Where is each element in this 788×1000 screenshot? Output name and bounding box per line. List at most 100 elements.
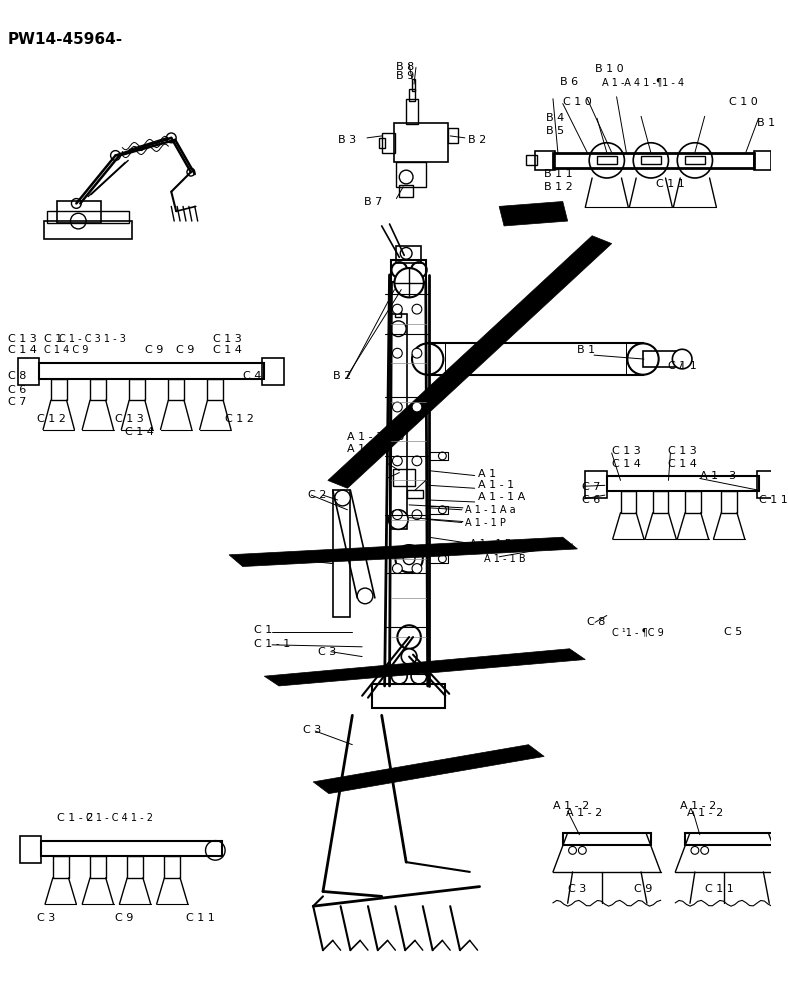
Bar	[685, 833, 773, 845]
Text: B 1 1: B 1 1	[545, 169, 573, 179]
Circle shape	[672, 349, 692, 369]
Bar	[597, 156, 616, 164]
Bar	[392, 260, 426, 282]
Circle shape	[627, 343, 659, 375]
Bar	[396, 246, 421, 263]
Bar	[429, 555, 448, 563]
Circle shape	[412, 348, 422, 358]
Text: C 1 3: C 1 3	[611, 446, 641, 456]
Text: C 1 2: C 1 2	[37, 414, 66, 424]
Bar	[406, 99, 418, 124]
Bar	[607, 476, 759, 491]
Bar	[429, 452, 448, 460]
Circle shape	[392, 564, 402, 573]
Circle shape	[392, 402, 402, 412]
Text: C 1: C 1	[44, 334, 62, 344]
Bar	[262, 358, 284, 385]
Text: C 1 - C 3 1 - 3: C 1 - C 3 1 - 3	[59, 334, 125, 344]
Text: C 1 - 1: C 1 - 1	[255, 639, 291, 649]
Text: C 1 3: C 1 3	[668, 446, 697, 456]
Bar	[389, 314, 407, 529]
Bar	[585, 471, 607, 498]
Text: A 1: A 1	[478, 469, 496, 479]
Text: C 5: C 5	[724, 627, 742, 637]
Text: A 1 - 3: A 1 - 3	[700, 471, 736, 481]
Bar	[379, 138, 385, 148]
Bar	[57, 201, 101, 223]
Text: C 6: C 6	[8, 385, 26, 395]
Polygon shape	[264, 649, 585, 686]
Circle shape	[392, 456, 402, 466]
Text: B 4: B 4	[546, 113, 564, 123]
Bar	[17, 358, 39, 385]
Bar	[652, 491, 668, 513]
Text: C 3: C 3	[567, 884, 586, 894]
Bar	[165, 856, 180, 878]
Text: B 6: B 6	[559, 77, 578, 87]
Text: C 1 - C 4 1 - 2: C 1 - C 4 1 - 2	[86, 813, 153, 823]
Bar	[51, 379, 66, 400]
Polygon shape	[328, 236, 611, 488]
Bar	[428, 343, 643, 375]
Text: C 1 1: C 1 1	[668, 361, 697, 371]
Text: C 1 4: C 1 4	[611, 459, 641, 469]
Bar	[396, 162, 426, 187]
Circle shape	[392, 668, 407, 684]
Circle shape	[388, 510, 408, 529]
Text: C 1 4: C 1 4	[214, 345, 242, 355]
Bar	[400, 185, 413, 197]
Text: A 1 - 1 ¶ b: A 1 - 1 ¶ b	[348, 431, 404, 441]
Circle shape	[396, 545, 423, 572]
Circle shape	[392, 510, 402, 520]
Bar	[721, 491, 737, 513]
Circle shape	[401, 649, 417, 664]
Text: A 1 -A 4 1 -¶1 - 4: A 1 -A 4 1 -¶1 - 4	[602, 77, 684, 87]
Text: B 3: B 3	[337, 135, 356, 145]
Bar	[393, 469, 415, 486]
Text: A 1 - 2: A 1 - 2	[566, 808, 602, 818]
Polygon shape	[499, 201, 567, 226]
Text: B 7: B 7	[364, 197, 382, 207]
Bar	[448, 128, 458, 143]
Text: B 2: B 2	[468, 135, 486, 145]
Bar	[20, 836, 41, 863]
Text: C 1 - 2: C 1 - 2	[57, 813, 93, 823]
Bar	[685, 156, 704, 164]
Text: C 1 4: C 1 4	[125, 427, 154, 437]
Text: C 7: C 7	[582, 482, 600, 492]
Bar	[526, 155, 537, 165]
Text: PW14-45964-: PW14-45964-	[8, 32, 123, 47]
Text: C 1: C 1	[255, 625, 273, 635]
Text: C 3: C 3	[303, 725, 322, 735]
Circle shape	[357, 588, 373, 604]
Text: C 8: C 8	[8, 371, 26, 381]
Circle shape	[412, 510, 422, 520]
Text: C 1 1: C 1 1	[759, 495, 787, 505]
Circle shape	[395, 268, 424, 297]
Bar	[396, 309, 401, 317]
Text: C 1 2: C 1 2	[225, 414, 254, 424]
Bar	[429, 506, 448, 514]
Text: A 1 - 1 B: A 1 - 1 B	[485, 554, 526, 564]
Text: B 1: B 1	[578, 345, 596, 355]
Text: C 9: C 9	[634, 884, 652, 894]
Text: C 3: C 3	[37, 913, 55, 923]
Bar	[395, 123, 448, 162]
Text: A 1 - 1 A: A 1 - 1 A	[478, 492, 525, 502]
Text: C 9: C 9	[177, 345, 195, 355]
Circle shape	[392, 304, 402, 314]
Bar	[129, 379, 145, 400]
Bar	[127, 856, 143, 878]
Circle shape	[412, 343, 444, 375]
Circle shape	[392, 348, 402, 358]
Text: C 9: C 9	[145, 345, 163, 355]
Text: B 1 0: B 1 0	[595, 64, 623, 74]
Bar	[641, 156, 660, 164]
Bar	[643, 351, 682, 367]
Text: A 1 - 1: A 1 - 1	[478, 480, 514, 490]
Bar	[207, 379, 223, 400]
Circle shape	[412, 304, 422, 314]
Bar	[53, 856, 69, 878]
Bar	[90, 379, 106, 400]
Bar	[169, 379, 184, 400]
